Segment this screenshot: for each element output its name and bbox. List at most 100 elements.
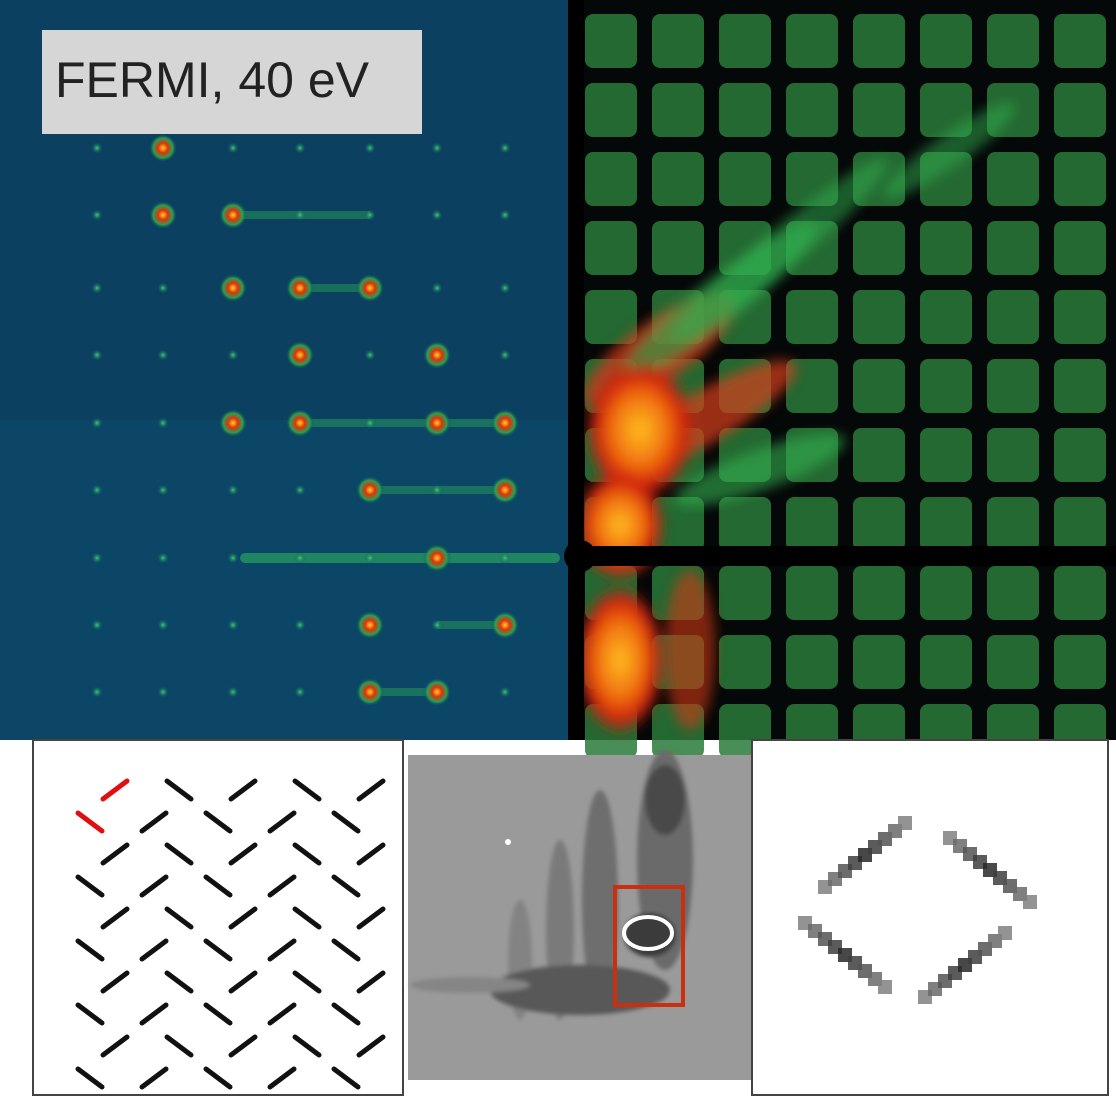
weak-peak [91, 209, 103, 221]
weak-peak [157, 619, 169, 631]
speckle-tile [1054, 497, 1106, 551]
speckle-tile [1054, 83, 1106, 137]
peak [491, 409, 519, 437]
weak-peak [499, 282, 511, 294]
weak-peak [431, 209, 443, 221]
peak [219, 201, 247, 229]
speckle-tile [987, 290, 1039, 344]
speckle-tile [786, 497, 838, 551]
streak [240, 553, 560, 563]
speckle-tile [987, 497, 1039, 551]
speckle-tile [652, 83, 704, 137]
weak-peak [364, 349, 376, 361]
speckle-tile [719, 14, 771, 68]
weak-peak [227, 619, 239, 631]
weak-peak [499, 686, 511, 698]
speckle-tile [719, 152, 771, 206]
weak-peak [364, 552, 376, 564]
peak [286, 341, 314, 369]
weak-peak [499, 349, 511, 361]
figure: FERMI, 40 eV [0, 0, 1116, 1097]
speckle-tile [585, 221, 637, 275]
weak-peak [91, 282, 103, 294]
weak-peak [157, 484, 169, 496]
speckle-tile [719, 635, 771, 689]
speckle-tile [786, 635, 838, 689]
speckle-tile [585, 14, 637, 68]
weak-peak [157, 349, 169, 361]
weak-peak [499, 209, 511, 221]
speckle-tile [1054, 290, 1106, 344]
weak-peak [364, 417, 376, 429]
peak [286, 409, 314, 437]
speckle-tile [652, 221, 704, 275]
weak-peak [364, 209, 376, 221]
speckle-tile [719, 497, 771, 551]
weak-peak [431, 619, 443, 631]
speckle-tile [1054, 428, 1106, 482]
weak-peak [294, 142, 306, 154]
peak [491, 611, 519, 639]
weak-peak [157, 282, 169, 294]
speckle-tile [853, 290, 905, 344]
speckle-tile [853, 14, 905, 68]
weak-peak [294, 209, 306, 221]
weak-peak [91, 484, 103, 496]
weak-peak [294, 552, 306, 564]
weak-peak [157, 417, 169, 429]
speckle-tile [652, 14, 704, 68]
pixel [1023, 895, 1037, 909]
peak [149, 134, 177, 162]
bright-spot [505, 839, 511, 845]
speckle-tile [920, 14, 972, 68]
beam-stop-center [564, 540, 596, 572]
speckle-tile [853, 359, 905, 413]
speckle-tile [786, 290, 838, 344]
weak-peak [91, 686, 103, 698]
weak-peak [227, 484, 239, 496]
speckle-tile [920, 290, 972, 344]
weak-peak [499, 142, 511, 154]
speckle-tile [1054, 359, 1106, 413]
speckle-tile [719, 566, 771, 620]
weak-peak [157, 686, 169, 698]
speckle-tile [853, 566, 905, 620]
weak-peak [227, 142, 239, 154]
speckle-tile [920, 428, 972, 482]
beam-stop-horizontal [575, 546, 1116, 566]
speckle-tile [853, 83, 905, 137]
weak-peak [364, 142, 376, 154]
weak-peak [157, 552, 169, 564]
speckle-tile [1054, 14, 1106, 68]
peak [356, 274, 384, 302]
beam-stop-vertical [568, 0, 584, 740]
peak [219, 409, 247, 437]
pixel [898, 816, 912, 830]
pixel [998, 926, 1012, 940]
weak-peak [431, 142, 443, 154]
speckle-tile [853, 221, 905, 275]
speckle-tile [652, 152, 704, 206]
peak [149, 201, 177, 229]
speckle-tile [987, 359, 1039, 413]
peak [423, 678, 451, 706]
speckle-tile [920, 497, 972, 551]
inset-reconstruction [408, 755, 751, 1080]
speckle-tile [987, 566, 1039, 620]
weak-peak [91, 619, 103, 631]
peak [356, 476, 384, 504]
pixel [878, 980, 892, 994]
peak [423, 409, 451, 437]
weak-peak [431, 282, 443, 294]
streak [300, 419, 505, 427]
weak-peak [227, 552, 239, 564]
peak [219, 274, 247, 302]
speckle-tile [1054, 152, 1106, 206]
peak [423, 341, 451, 369]
weak-peak [294, 619, 306, 631]
peak [286, 274, 314, 302]
speckle-tile [585, 83, 637, 137]
speckle-tile [987, 428, 1039, 482]
speckle-tile [786, 566, 838, 620]
speckle-tile [1054, 635, 1106, 689]
